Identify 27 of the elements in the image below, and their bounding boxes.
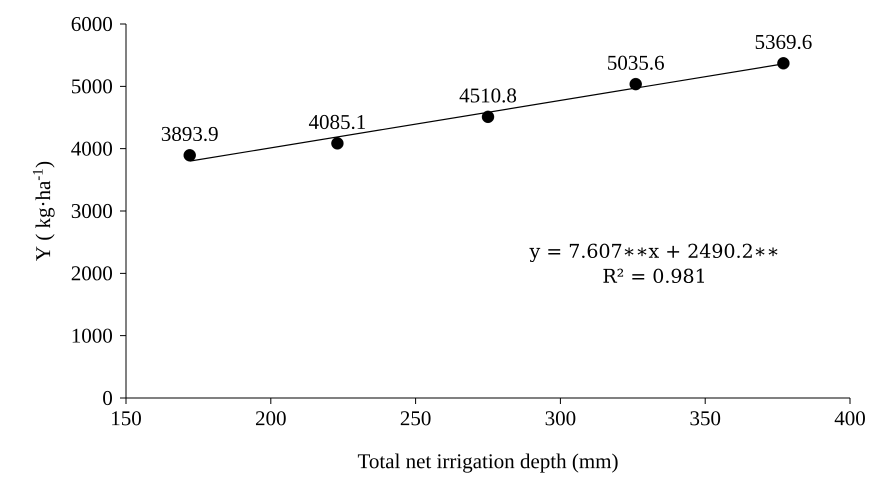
x-tick-label: 350 — [690, 411, 720, 426]
point — [777, 57, 790, 70]
x-tick-label: 250 — [400, 411, 431, 426]
y-axis-title: Y ( kg·ha$^{-1}$) — [32, 162, 55, 261]
y-tick-label: 3000 — [72, 204, 112, 218]
point — [184, 149, 196, 162]
y-tick-label: 1000 — [72, 328, 112, 343]
y-tick-label: 4000 — [71, 142, 112, 156]
data-label: 4510.8 — [460, 88, 516, 103]
x-tick-label: 400 — [834, 411, 865, 426]
x-tick-label: 200 — [256, 411, 286, 426]
x-axis-title: Total net irrigation depth (mm) — [358, 454, 618, 473]
y-tick-label: 5000 — [72, 79, 112, 94]
data-label: 5369.6 — [756, 34, 812, 50]
y-tick-label: 0 — [103, 390, 112, 406]
annotation: R² = 0.981 — [603, 268, 704, 284]
y-tick-label: 6000 — [72, 16, 112, 32]
y-tick-label: 2000 — [72, 266, 112, 280]
data-label: 5035.6 — [608, 56, 664, 70]
point — [630, 78, 642, 90]
data-label: 3893.9 — [162, 126, 218, 142]
x-tick-label: 300 — [546, 411, 576, 426]
data-label: 4085.1 — [308, 114, 366, 130]
annotation: y = 7.607∗∗x + 2490.2∗∗ — [529, 244, 778, 262]
x-tick-label: 150 — [112, 411, 141, 426]
point — [482, 110, 494, 124]
point — [331, 137, 344, 150]
